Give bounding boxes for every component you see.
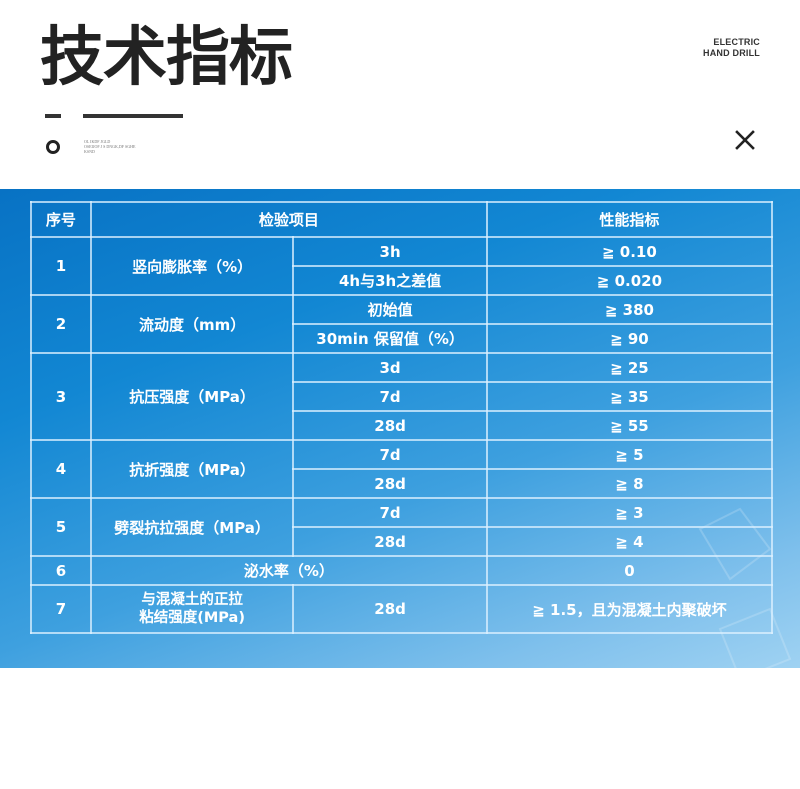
table-row: 6 泌水率（%） 0 bbox=[30, 555, 774, 586]
row-index: 5 bbox=[30, 497, 92, 557]
fine-print-line: OL IKDF JGLD bbox=[84, 139, 111, 144]
table-row: 28d ≧ 8 bbox=[31, 468, 774, 499]
header-test-item: 检验项目 bbox=[89, 201, 488, 238]
row-condition: 7d bbox=[292, 439, 488, 470]
row-index: 7 bbox=[30, 584, 92, 634]
table-row: 2 流动度（mm） 初始值 ≧ 380 bbox=[30, 294, 774, 354]
decorative-dash-long bbox=[83, 114, 183, 118]
table-header-row: 序号 检验项目 性能指标 bbox=[30, 201, 774, 238]
row-condition: 4h与3h之差值 bbox=[292, 265, 488, 296]
row-condition: 7d bbox=[292, 497, 488, 528]
row-index: 2 bbox=[30, 294, 92, 354]
page-title: 技术指标 bbox=[40, 21, 293, 95]
row-item: 泌水率（%） bbox=[89, 555, 488, 586]
header-performance: 性能指标 bbox=[485, 201, 774, 238]
table-row: 5 劈裂抗拉强度（MPa） 7d ≧ 3 bbox=[30, 497, 774, 557]
fine-print-line: OSEIJOF J S DNGK,DF SGHE bbox=[84, 144, 136, 149]
row-condition: 28d bbox=[292, 410, 488, 441]
table-row: 28d ≧ 4 bbox=[31, 526, 774, 557]
row-value: ≧ 3 bbox=[485, 497, 774, 528]
header-index: 序号 bbox=[30, 201, 92, 238]
decorative-dash-short bbox=[45, 114, 61, 118]
row-condition: 30min 保留值（%） bbox=[292, 323, 488, 354]
row-value: ≧ 90 bbox=[485, 323, 774, 354]
brand-line-2: HAND DRILL bbox=[703, 48, 760, 58]
row-item-line-1: 与混凝土的正拉 bbox=[141, 592, 243, 608]
row-condition: 3h bbox=[292, 236, 488, 267]
row-condition: 7d bbox=[292, 381, 488, 412]
row-item: 竖向膨胀率（%） bbox=[89, 236, 295, 296]
row-item: 流动度（mm） bbox=[89, 294, 295, 354]
row-item: 抗压强度（MPa） bbox=[89, 352, 295, 441]
row-item: 劈裂抗拉强度（MPa） bbox=[89, 497, 295, 557]
close-icon[interactable] bbox=[733, 128, 757, 152]
fine-print-line: KSND bbox=[84, 149, 95, 154]
spec-table: 序号 检验项目 性能指标 1 竖向膨胀率（%） 3h ≧ 0.10 4h与3h之… bbox=[30, 201, 774, 634]
row-condition: 3d bbox=[292, 352, 488, 383]
row-condition: 28d bbox=[292, 468, 488, 499]
table-row: 28d ≧ 55 bbox=[31, 410, 774, 441]
row-value: ≧ 25 bbox=[485, 352, 774, 383]
table-row: 3 抗压强度（MPa） 3d ≧ 25 bbox=[30, 352, 774, 441]
decorative-fine-print: OL IKDF JGLD OSEIJOF J S DNGK,DF SGHE KS… bbox=[84, 139, 135, 154]
row-item: 与混凝土的正拉 粘结强度(MPa) bbox=[89, 584, 295, 634]
row-value: 0 bbox=[485, 555, 774, 586]
ring-icon bbox=[46, 140, 60, 154]
row-value: ≧ 4 bbox=[485, 526, 774, 557]
row-value: ≧ 0.020 bbox=[485, 265, 774, 296]
row-index: 4 bbox=[30, 439, 92, 499]
row-value: ≧ 1.5，且为混凝土内聚破坏 bbox=[485, 584, 774, 634]
brand-line-1: ELECTRIC bbox=[713, 37, 760, 47]
table-row: 7d ≧ 35 bbox=[31, 381, 774, 412]
row-item-line-2: 粘结强度(MPa) bbox=[139, 610, 245, 626]
table-row: 1 竖向膨胀率（%） 3h ≧ 0.10 bbox=[30, 236, 774, 296]
row-index: 3 bbox=[30, 352, 92, 441]
row-value: ≧ 5 bbox=[485, 439, 774, 470]
row-item: 抗折强度（MPa） bbox=[89, 439, 295, 499]
row-value: ≧ 0.10 bbox=[485, 236, 774, 267]
row-index: 1 bbox=[30, 236, 92, 296]
table-row: 4 抗折强度（MPa） 7d ≧ 5 bbox=[30, 439, 774, 499]
row-value: ≧ 55 bbox=[485, 410, 774, 441]
table-row: 4h与3h之差值 ≧ 0.020 bbox=[31, 265, 774, 296]
row-value: ≧ 8 bbox=[485, 468, 774, 499]
table-row: 7 与混凝土的正拉 粘结强度(MPa) 28d ≧ 1.5，且为混凝土内聚破坏 bbox=[30, 584, 774, 634]
row-condition: 28d bbox=[292, 584, 488, 634]
row-index: 6 bbox=[30, 555, 92, 586]
table-row: 30min 保留值（%） ≧ 90 bbox=[31, 323, 774, 354]
row-value: ≧ 380 bbox=[485, 294, 774, 325]
row-condition: 28d bbox=[292, 526, 488, 557]
row-condition: 初始值 bbox=[292, 294, 488, 325]
brand-label: ELECTRIC HAND DRILL bbox=[703, 37, 760, 59]
row-value: ≧ 35 bbox=[485, 381, 774, 412]
